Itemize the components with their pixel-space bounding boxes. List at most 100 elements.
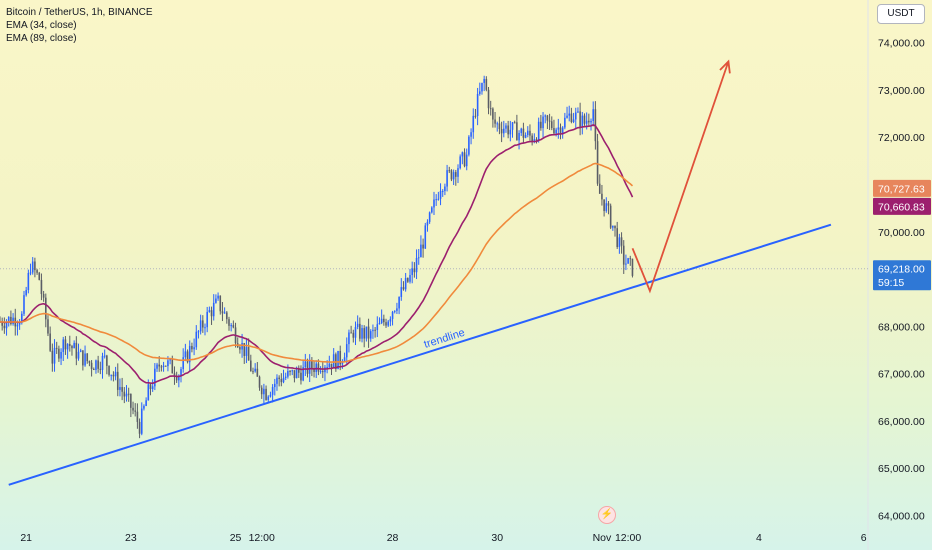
candle-body [448,170,451,172]
candle-body [550,121,553,129]
candle-body [47,319,49,334]
candle-body [167,360,169,367]
candle-body [483,78,485,83]
candle-body [1,321,3,326]
candle-body [302,367,304,381]
candle-body [428,212,431,222]
trendline[interactable] [8,223,832,486]
candle-body [27,272,30,291]
indicator-ema-89[interactable]: EMA (89, close) [6,33,77,44]
symbol-title[interactable]: Bitcoin / TetherUS, 1h, BINANCE [6,7,153,18]
candle-body [546,115,549,121]
candle-body [596,141,599,184]
candle-body [77,351,80,359]
candle-body [520,128,523,133]
candle-body [540,121,542,129]
x-tick-label: 12:00 [249,532,275,544]
candle-body [130,394,132,408]
candle-body [359,323,361,339]
candle-body [341,361,344,365]
candle-body [95,360,97,370]
candle-body [502,128,505,134]
candle-body [452,172,455,180]
ema-34-line [0,124,634,385]
candle-body [516,122,518,141]
candle-body [603,199,605,212]
candle-body [25,290,27,296]
candle-body [367,326,370,339]
x-tick-label: 30 [491,532,503,544]
candle-body [99,368,102,370]
projection-path[interactable] [631,61,730,294]
y-tick-label: 73,000.00 [878,85,925,97]
candle-body [297,369,300,373]
projection-arrowhead [719,59,731,74]
candle-body [352,332,355,338]
candle-body [570,113,573,122]
candle-body [435,199,437,201]
candle-body [513,122,516,124]
candle-body [385,322,387,326]
candle-body [618,237,621,247]
candle-body [572,119,575,122]
candle-body [138,421,141,434]
candle-body [350,332,352,334]
candle-body [5,321,8,329]
candle-body [127,393,130,395]
candle-body [193,347,195,350]
candle-body [210,310,213,317]
candle-body [21,313,23,323]
candle-body [616,228,618,247]
y-tick-label: 70,000.00 [878,227,925,239]
candle-body [82,350,84,366]
candle-body [601,193,603,200]
candle-body [581,115,584,127]
candle-body [337,350,339,370]
candle-body [66,343,69,350]
candle-body [463,152,466,167]
candle-body [256,368,259,377]
candle-body [474,115,477,117]
candle-body [243,342,246,356]
candle-body [247,347,250,361]
candle-body [598,183,601,194]
y-tick-label: 74,000.00 [878,38,925,50]
candle-body [260,387,263,395]
y-tick-label: 64,000.00 [878,511,925,523]
candle-body [607,203,610,206]
candle-body [132,407,134,411]
candle-body [18,322,21,325]
x-tick-label: 12:00 [615,532,641,544]
candle-body [293,370,296,379]
candle-body [119,387,121,390]
candle-body [44,297,47,320]
candle-body [380,318,383,323]
candle-body [629,258,632,260]
candle-body [217,295,219,299]
candle-body [407,277,409,282]
candle-body [542,116,544,129]
candle-body [311,360,313,369]
price-tag-label: 69,218.00 [878,264,925,276]
indicator-ema-34[interactable]: EMA (34, close) [6,20,77,31]
candle-body [88,361,91,363]
candle-body [289,370,291,372]
y-tick-label: 65,000.00 [878,463,925,475]
candle-body [49,333,51,351]
candle-body [522,128,525,138]
candle-body [614,225,616,229]
candle-body [422,244,424,249]
y-tick-label: 66,000.00 [878,416,925,428]
candle-body [258,376,261,388]
x-tick-label: 28 [387,532,399,544]
currency-button[interactable]: USDT [877,4,925,24]
candle-body [149,384,152,390]
candle-body [402,287,405,290]
candle-body [116,371,119,390]
candle-body [487,89,490,109]
candle-body [426,221,429,226]
candle-body [284,376,287,378]
lightning-icon[interactable]: ⚡ [598,506,616,524]
